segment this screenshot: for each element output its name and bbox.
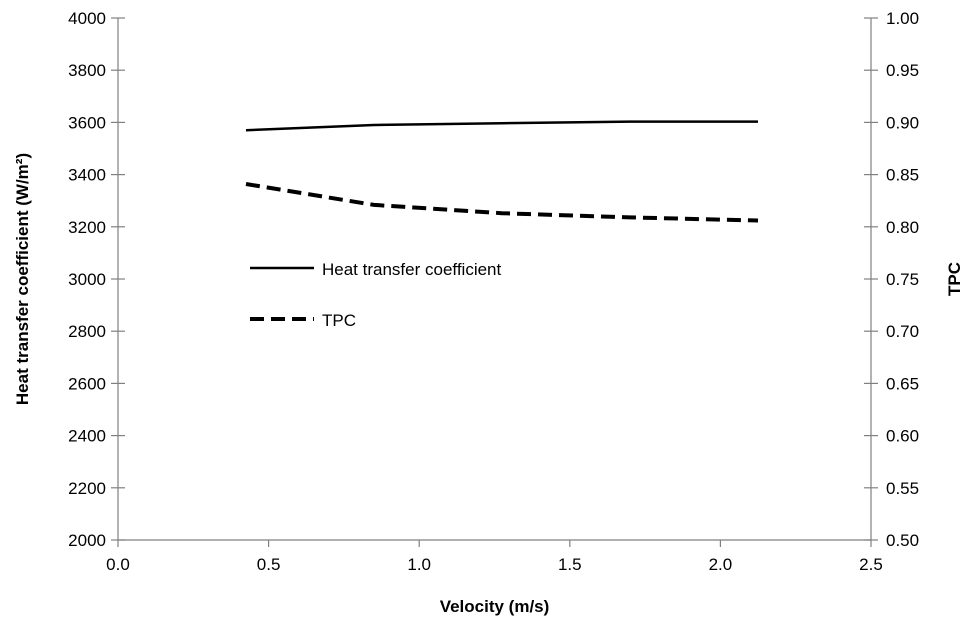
series-layer [245, 120, 759, 223]
ticks: 0.0 0.5 1.0 1.5 2.0 2.5 2000 2200 2400 2600 2800 30… [68, 9, 919, 574]
y-right-tick-label: 0.55 [886, 479, 919, 498]
legend: Heat transfer coefficient TPC [250, 260, 501, 330]
y-right-tick-label: 0.95 [886, 61, 919, 80]
series-line-tpc [245, 182, 759, 223]
y-left-tick-label: 3400 [68, 166, 106, 185]
x-tick-label: 0.5 [257, 555, 281, 574]
y-right-tick-label: 0.60 [886, 427, 919, 446]
x-tick-label: 2.5 [859, 555, 883, 574]
x-tick-label: 0.0 [106, 555, 130, 574]
y-left-tick-label: 2000 [68, 531, 106, 550]
y-left-tick-label: 3000 [68, 270, 106, 289]
y-left-tick-label: 2200 [68, 479, 106, 498]
y-right-tick-label: 1.00 [886, 9, 919, 28]
y-right-tick-label: 0.85 [886, 166, 919, 185]
legend-label-heat-transfer-coefficient: Heat transfer coefficient [322, 260, 501, 279]
y-right-tick-label: 0.80 [886, 218, 919, 237]
x-axis-title: Velocity (m/s) [440, 597, 550, 616]
x-tick-label: 1.5 [558, 555, 582, 574]
legend-label-tpc: TPC [322, 311, 356, 330]
axes [117, 18, 872, 541]
y-left-tick-label: 2400 [68, 427, 106, 446]
y-left-tick-label: 3600 [68, 113, 106, 132]
y-axis-right-title: TPC [945, 262, 964, 296]
y-left-tick-label: 4000 [68, 9, 106, 28]
series-line-heat-transfer-coefficient [245, 120, 758, 132]
x-tick-label: 2.0 [709, 555, 733, 574]
y-right-tick-label: 0.70 [886, 322, 919, 341]
y-left-tick-label: 2800 [68, 322, 106, 341]
y-right-tick-label: 0.90 [886, 113, 919, 132]
y-left-tick-label: 2600 [68, 374, 106, 393]
y-axis-left-title: Heat transfer coefficient (W/m²) [13, 153, 32, 405]
y-left-tick-label: 3800 [68, 61, 106, 80]
x-tick-label: 1.0 [407, 555, 431, 574]
y-left-tick-label: 3200 [68, 218, 106, 237]
y-right-tick-label: 0.65 [886, 374, 919, 393]
y-right-tick-label: 0.50 [886, 531, 919, 550]
y-right-tick-label: 0.75 [886, 270, 919, 289]
